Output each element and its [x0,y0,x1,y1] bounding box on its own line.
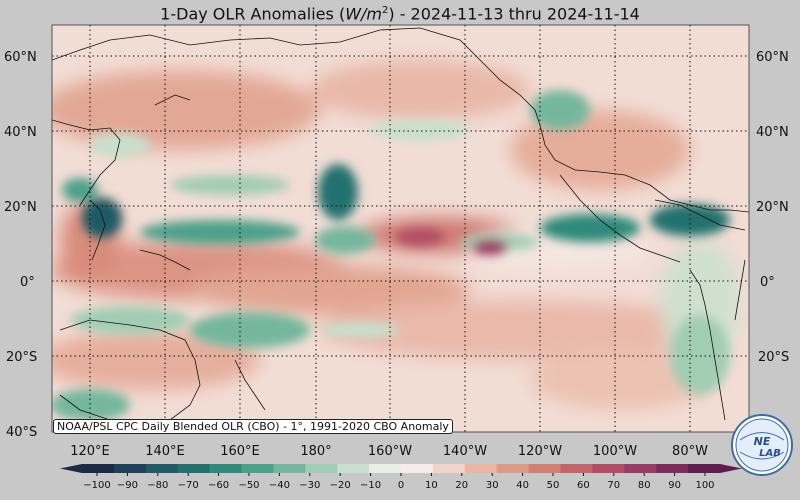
colorbar-cell [432,464,466,473]
colorbar-tick-label: −80 [147,480,168,491]
colorbar-tick-label: 70 [607,480,620,491]
colorbar-cell [401,464,434,473]
map-title: 1-Day OLR Anomalies (W/m2) - 2024-11-13 … [160,4,640,24]
lon-label: 120°E [70,444,110,459]
colorbar-tick-label: 80 [638,480,651,491]
colorbar-tick-label: −90 [117,480,138,491]
colorbar-cell [209,464,242,473]
graticule [52,25,749,432]
colorbar-tick-label: 20 [455,480,468,491]
anomaly-field [52,25,749,432]
colorbar-cell [592,464,625,473]
colorbar-min-arrow [60,464,82,473]
colorbar-cell [145,464,179,473]
colorbar-tick-label: −60 [208,480,229,491]
lat-label: 20°N [4,200,37,215]
colorbar-tick-label: 40 [516,480,529,491]
colorbar-cell [82,464,115,473]
lat-label: 60°N [4,50,37,65]
lat-label: 20°N [756,200,789,215]
colorbar-cell [241,464,274,473]
colorbar-tick-label: 60 [577,480,590,491]
svg-text:NE: NE [754,435,771,448]
colorbar-tick-label: −100 [83,480,110,491]
colorbar-cell [305,464,338,473]
colorbar-tick-label: −40 [269,480,290,491]
colorbar-tick-label: 50 [547,480,560,491]
colorbar-tick-label: 30 [486,480,499,491]
colorbar-cell [464,464,498,473]
colorbar-cell [273,464,306,473]
colorbar-tick-label: −10 [360,480,381,491]
nevlab-logo: NE LAB [731,414,793,476]
lat-label: 0° [20,275,35,290]
colorbar-tick-label: 0 [398,480,404,491]
svg-text:LAB: LAB [759,448,781,459]
lon-label: 180° [300,444,331,459]
lon-label: 140°E [145,444,185,459]
lat-label: 20°S [758,350,789,365]
colorbar: −100 −90 −80 −70 −60 −50 −40 −30 −20 −10 0 10 20 30 40… [60,464,742,491]
lon-labels: 120°E 140°E 160°E 180° 160°W 140°W 120°W… [70,444,708,459]
colorbar-tick-label: −50 [238,480,259,491]
colorbar-cell [528,464,561,473]
lat-label: 60°N [756,50,789,65]
lon-label: 120°W [518,444,562,459]
colorbar-cell [560,464,593,473]
colorbar-cell [496,464,530,473]
colorbar-tick-label: 100 [695,480,714,491]
colorbar-max-arrow [720,464,742,473]
colorbar-cell [688,464,721,473]
colorbar-cell [369,464,402,473]
lat-label: 0° [760,275,775,290]
data-credit-label: NOAA/PSL CPC Daily Blended OLR (CBO) - 1… [53,419,453,434]
lat-label: 20°S [6,350,37,365]
colorbar-cell [656,464,689,473]
colorbar-tick-label: 10 [425,480,438,491]
lat-label: 40°S [6,425,37,440]
lon-label: 100°W [593,444,637,459]
colorbar-cell [337,464,370,473]
lon-label: 160°W [368,444,412,459]
colorbar-tick-label: −20 [330,480,351,491]
colorbar-cell [113,464,147,473]
lon-label: 80°W [672,444,708,459]
colorbar-tick-label: −70 [178,480,199,491]
lat-label: 40°N [756,125,789,140]
colorbar-tick-label: −30 [299,480,320,491]
lon-label: 160°E [220,444,260,459]
colorbar-tick-label: 90 [668,480,681,491]
lat-label: 40°N [4,125,37,140]
lon-label: 140°W [443,444,487,459]
colorbar-cell [624,464,657,473]
colorbar-cell [177,464,211,473]
lat-labels-right: 60°N 40°N 20°N 0° 20°S [756,50,789,365]
lat-labels-left: 60°N 40°N 20°N 0° 20°S 40°S [4,50,37,440]
